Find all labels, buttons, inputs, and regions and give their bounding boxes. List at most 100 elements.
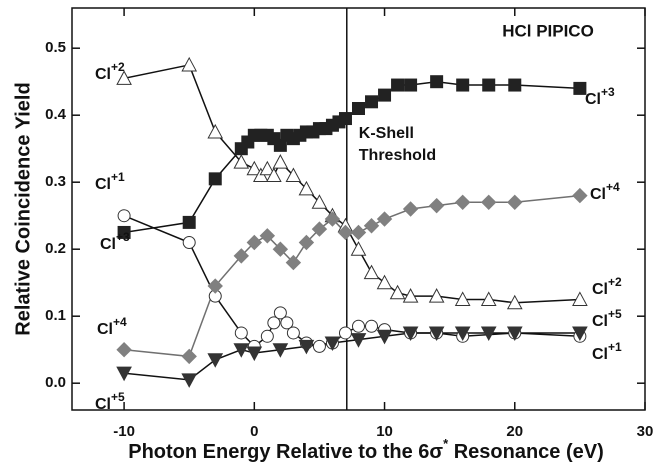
square-marker: [508, 78, 522, 92]
down-marker: [233, 343, 250, 358]
x-tick-label: 10: [376, 423, 393, 440]
square-marker: [273, 138, 287, 152]
series-label: Cl+4: [590, 180, 620, 203]
y-tick-label: 0.4: [45, 106, 67, 123]
square-marker: [391, 78, 405, 92]
triangle-marker: [506, 294, 523, 310]
x-label-part: Resonance (eV): [448, 441, 604, 463]
series-label: Cl+2: [592, 275, 622, 298]
triangle-marker: [272, 154, 289, 169]
y-tick-label: 0.5: [45, 39, 66, 56]
circle-marker: [260, 329, 274, 343]
triangle-marker: [259, 160, 276, 176]
triangle-marker: [428, 288, 445, 303]
plot-frame: [71, 7, 646, 411]
triangle-marker: [233, 154, 250, 169]
triangle-marker: [207, 123, 224, 139]
triangle-marker: [246, 160, 263, 176]
series-label-sup: +2: [111, 60, 125, 74]
diamond-marker: [311, 221, 328, 237]
series-line: [124, 332, 580, 381]
triangle-marker: [181, 56, 198, 72]
x-axis-label: Photon Energy Relative to the 6σ* Resona…: [128, 436, 604, 463]
triangle-marker: [572, 291, 588, 306]
down-marker: [454, 326, 471, 342]
down-marker: [402, 326, 419, 342]
series-label-text: Cl: [592, 313, 608, 330]
down-marker: [428, 326, 445, 342]
diamond-marker: [572, 187, 588, 204]
series-label-text: Cl: [97, 321, 113, 338]
circle-marker: [280, 316, 294, 330]
down-marker: [246, 346, 263, 362]
x-tick-label: 20: [506, 423, 523, 440]
triangle-marker: [298, 180, 315, 196]
diamond-marker: [428, 197, 445, 214]
diamond-marker: [246, 234, 263, 251]
threshold-label: K-Shell: [359, 125, 414, 142]
square-marker: [573, 81, 587, 95]
down-marker: [350, 333, 367, 348]
down-marker: [480, 326, 497, 342]
down-marker: [272, 343, 289, 358]
diamond-marker: [481, 194, 497, 211]
series-label: Cl+1: [592, 340, 622, 363]
x-tick-label: 0: [250, 423, 258, 440]
diamond-marker: [233, 248, 250, 264]
down-marker: [376, 329, 393, 345]
triangle-marker: [350, 241, 367, 256]
x-label-part: Photon Energy Relative to the 6σ: [128, 441, 443, 463]
square-marker: [182, 215, 196, 229]
diamond-marker: [376, 211, 393, 227]
y-tick-label: 0.0: [45, 374, 66, 391]
down-marker: [324, 336, 341, 352]
series-label-sup: +1: [111, 170, 125, 184]
x-label-sup: *: [443, 436, 449, 451]
down-marker: [181, 373, 198, 388]
square-marker: [117, 225, 131, 239]
diamond-marker: [454, 194, 471, 211]
diamond-marker: [337, 224, 354, 241]
series-label-text: Cl: [592, 281, 608, 298]
diamond-marker: [207, 278, 223, 294]
x-tick-label: 30: [637, 423, 654, 440]
series-label-text: Cl: [95, 176, 111, 193]
series-label-text: Cl: [100, 236, 116, 253]
square-marker: [208, 172, 222, 186]
circle-marker: [312, 339, 326, 353]
diamond-marker: [298, 234, 315, 251]
diamond-marker: [350, 224, 367, 241]
triangle-marker: [363, 264, 380, 280]
triangle-marker: [266, 167, 282, 182]
series-label-sup: +1: [608, 340, 622, 354]
diamond-marker: [181, 348, 197, 365]
series-label: Cl+4: [97, 315, 127, 338]
chart-title: HCl PIPICO: [502, 21, 594, 40]
series-label-sup: +5: [608, 307, 622, 321]
triangle-marker: [454, 291, 471, 306]
triangle-marker: [285, 167, 302, 182]
x-tick-label: -10: [113, 423, 135, 440]
series-label-text: Cl: [95, 396, 111, 413]
diamond-marker: [272, 241, 289, 257]
series-label-text: Cl: [585, 91, 601, 108]
circle-marker: [338, 326, 352, 340]
square-marker: [430, 75, 444, 89]
series-label: Cl+3: [100, 230, 130, 253]
threshold-label: Threshold: [359, 147, 436, 164]
y-tick-label: 0.1: [45, 307, 66, 324]
series-label-sup: +3: [116, 230, 130, 244]
diamond-marker: [507, 194, 523, 211]
circle-marker: [352, 319, 365, 333]
series-label: Cl+2: [95, 60, 125, 83]
diamond-marker: [363, 218, 380, 234]
down-marker: [506, 326, 523, 342]
square-marker: [365, 95, 379, 109]
square-marker: [378, 88, 392, 102]
diamond-marker: [116, 341, 132, 358]
y-tick-label: 0.2: [45, 240, 66, 257]
square-marker: [482, 78, 496, 92]
triangle-marker: [402, 288, 419, 303]
circle-marker: [286, 326, 300, 340]
